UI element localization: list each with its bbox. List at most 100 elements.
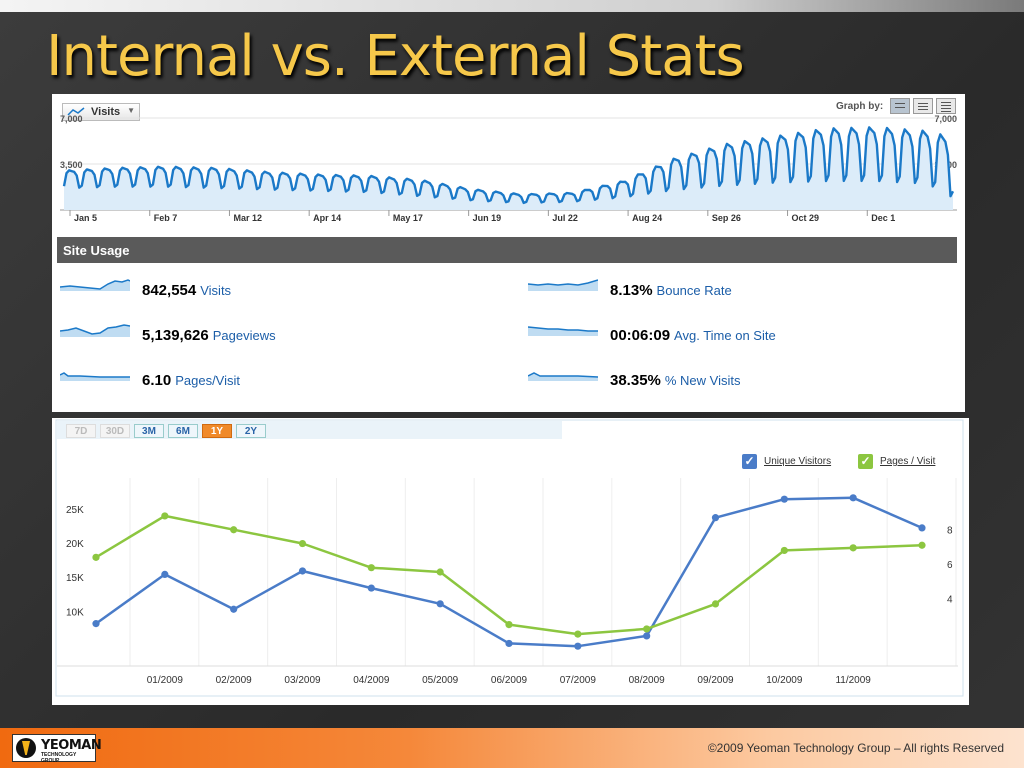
pages-per-visit-point (92, 553, 100, 561)
x-tick-label: Dec 1 (871, 213, 895, 223)
pages-per-visit-point (298, 539, 307, 548)
x-tick-label: Oct 29 (792, 213, 820, 223)
external-stats-panel: 10K 15K 20K 25K 4 6 8 01/2009 02/2009 03/2009 04/2… (52, 418, 969, 705)
pageviews-sparkline (60, 324, 130, 337)
avg-time-sparkline (528, 326, 598, 336)
x-tick-label: 09/2009 (697, 675, 734, 686)
top-strip (0, 0, 1024, 12)
metric-label[interactable]: Pageviews (212, 328, 276, 343)
metric-label[interactable]: Avg. Time on Site (674, 328, 776, 343)
unique-visitors-point (574, 642, 582, 650)
x-tick-label: Jul 22 (552, 213, 578, 223)
x-tick-label: 05/2009 (422, 675, 459, 686)
x-tick-label: Sep 26 (712, 213, 741, 223)
x-tick-label: 02/2009 (216, 675, 253, 686)
x-tick-label: Mar 12 (233, 213, 262, 223)
y-right-tick-label: 4 (947, 595, 953, 606)
y-left-tick-label: 25K (66, 505, 84, 516)
legend-pages-per-visit[interactable]: ✓ Pages / Visit (858, 454, 936, 469)
metric-dropdown-label: Visits (91, 106, 121, 118)
x-tick-label: Aug 24 (632, 213, 662, 223)
unique-visitors-point (367, 584, 375, 592)
metric-value: 8.13% (610, 282, 653, 299)
x-tick-label: 03/2009 (284, 675, 321, 686)
legend-unique-visitors[interactable]: ✓ Unique Visitors (742, 454, 831, 469)
y-tick-right: 7,000 (934, 114, 957, 124)
checkbox-checked-icon[interactable]: ✓ (742, 454, 757, 469)
y-right-tick-label: 6 (947, 560, 953, 571)
pages-per-visit-point (780, 546, 788, 555)
external-chart: 10K 15K 20K 25K 4 6 8 01/2009 02/2009 03/2009 04/2… (55, 419, 964, 697)
logo-subtext: TECHNOLOGY GROUP (41, 752, 77, 764)
chart-frame (55, 419, 964, 697)
unique-visitors-point (161, 570, 169, 578)
metric-dropdown[interactable]: Visits ▼ (62, 103, 140, 121)
tab-strip (57, 421, 562, 439)
x-tick-label: Apr 14 (313, 213, 341, 223)
tab-7d[interactable]: 7D (66, 424, 96, 438)
unique-visitors-point (505, 639, 513, 648)
x-tick-label: 10/2009 (766, 675, 803, 686)
x-tick-label: 08/2009 (629, 675, 666, 686)
graph-by-week-button[interactable] (913, 98, 933, 114)
unique-visitors-point (92, 620, 100, 628)
unique-visitors-point (298, 567, 307, 575)
pages-per-visit-point (643, 625, 651, 633)
x-tick-label: 11/2009 (835, 675, 871, 686)
pages-per-visit-point (574, 630, 582, 638)
x-tick-label: 06/2009 (491, 675, 528, 686)
y-left-tick-label: 10K (66, 607, 84, 618)
metric-label[interactable]: % New Visits (664, 373, 741, 388)
footer-bar: YEOMAN TECHNOLOGY GROUP ©2009 Yeoman Tec… (0, 728, 1024, 768)
pages-per-visit-point (230, 526, 238, 534)
metric-value: 5,139,626 (142, 327, 209, 344)
pages-per-visit-point (505, 621, 513, 629)
site-usage-header: Site Usage (57, 237, 957, 263)
company-logo: YEOMAN TECHNOLOGY GROUP (12, 734, 102, 764)
metric-label[interactable]: Bounce Rate (656, 283, 732, 298)
y-left-tick-label: 20K (66, 539, 84, 550)
bounce-rate-sparkline (528, 279, 598, 291)
metric-label[interactable]: Pages/Visit (175, 373, 240, 388)
metric-label[interactable]: Visits (200, 283, 232, 298)
x-tick-label: Jun 19 (473, 213, 502, 223)
x-tick-label: Jan 5 (74, 213, 97, 223)
graph-by-month-button[interactable] (936, 98, 956, 114)
y-tick-left: 7,000 (60, 114, 83, 124)
unique-visitors-point (436, 600, 444, 608)
pages-per-visit-sparkline (60, 372, 130, 381)
visits-series-line (62, 126, 955, 205)
unique-visitors-point (780, 495, 788, 503)
pages-per-visit-point (918, 541, 926, 549)
analytics-panel: Visits ▼ Graph by: 3,5003,5007,0007,000J… (52, 94, 965, 412)
unique-visitors-point (230, 605, 238, 613)
visits-sparkline (60, 279, 130, 291)
pages-per-visit-point (436, 568, 444, 576)
logo-text: YEOMAN (41, 738, 102, 753)
legend-label: Pages / Visit (880, 456, 936, 467)
pages-per-visit-point (849, 544, 857, 552)
tab-30d[interactable]: 30D (100, 424, 130, 438)
y-tick-left: 3,500 (60, 160, 83, 170)
metric-value: 38.35% (610, 372, 661, 389)
checkbox-checked-icon[interactable]: ✓ (858, 454, 873, 469)
unique-visitors-point (918, 524, 926, 532)
graph-by-day-button[interactable] (890, 98, 910, 114)
unique-visitors-point (849, 494, 857, 502)
metric-value: 6.10 (142, 372, 172, 389)
pages-per-visit-point (367, 564, 375, 572)
tab-1y[interactable]: 1Y (202, 424, 232, 438)
pages-per-visit-line (95, 514, 923, 636)
graph-by-label: Graph by: (836, 101, 884, 112)
tab-6m[interactable]: 6M (168, 424, 198, 438)
line-chart-icon (67, 107, 85, 116)
tab-2y[interactable]: 2Y (236, 424, 266, 438)
copyright-text: ©2009 Yeoman Technology Group – All righ… (707, 741, 1004, 755)
chevron-down-icon: ▼ (127, 106, 135, 115)
y-left-tick-label: 15K (66, 573, 84, 584)
x-tick-label: 01/2009 (147, 675, 184, 686)
helmet-icon (16, 738, 36, 758)
metric-value: 842,554 (142, 282, 197, 299)
tab-3m[interactable]: 3M (134, 424, 164, 438)
